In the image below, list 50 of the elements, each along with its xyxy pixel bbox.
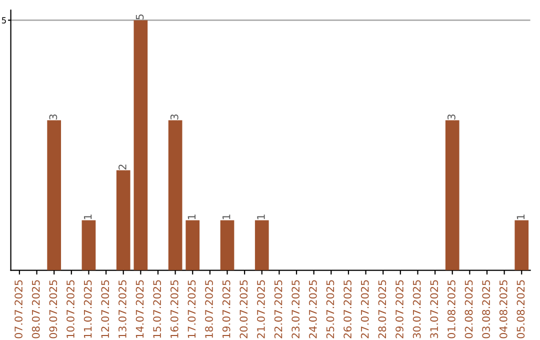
data-label: 5: [136, 14, 144, 20]
x-tick-label: 08.07.2025: [32, 280, 40, 338]
bar: [134, 20, 148, 270]
x-tick-label: 16.07.2025: [170, 280, 178, 338]
bar: [220, 220, 234, 270]
data-label: 1: [222, 214, 230, 220]
x-tick-label: 30.07.2025: [412, 280, 421, 338]
x-tick-label: 02.08.2025: [464, 280, 473, 338]
x-tick-label: 15.07.2025: [153, 280, 162, 338]
x-tick-label: 25.07.2025: [326, 280, 334, 338]
data-label: 1: [84, 214, 92, 220]
data-label: 3: [448, 114, 456, 120]
x-tick-label: 23.07.2025: [292, 280, 300, 338]
x-tick-label: 28.07.2025: [378, 280, 386, 338]
x-tick-label: 27.07.2025: [360, 280, 369, 338]
data-label: 2: [118, 164, 126, 170]
x-tick-label: 09.07.2025: [49, 280, 58, 338]
x-tick-label: 12.07.2025: [101, 280, 110, 338]
x-tick-label: 10.07.2025: [66, 280, 74, 338]
x-tick-label: 29.07.2025: [396, 280, 404, 338]
x-tick-label: 21.07.2025: [257, 280, 265, 338]
x-tick-label: 19.07.2025: [222, 280, 230, 338]
data-label: 3: [49, 114, 58, 120]
x-tick-label: 26.07.2025: [344, 280, 352, 338]
x-tick-label: 20.07.2025: [240, 280, 248, 338]
bar: [82, 220, 96, 270]
data-label: 3: [170, 114, 178, 120]
bar: [186, 220, 200, 270]
x-tick-label: 22.07.2025: [274, 280, 282, 338]
x-tick-label: 14.07.2025: [136, 280, 144, 338]
x-tick-label: 05.08.2025: [516, 280, 525, 338]
bar: [47, 120, 62, 270]
bar: [514, 220, 529, 270]
data-label: 1: [516, 214, 524, 220]
x-tick-label: 11.07.2025: [84, 280, 92, 338]
bar: [254, 220, 269, 270]
bar: [168, 120, 182, 270]
data-label: 1: [257, 214, 265, 220]
x-tick-label: 04.08.2025: [499, 280, 508, 338]
data-label: 1: [188, 214, 196, 220]
x-tick-label: 03.08.2025: [482, 280, 490, 338]
x-tick-label: 13.07.2025: [118, 280, 126, 338]
x-tick-label: 07.07.2025: [14, 280, 22, 338]
x-tick-label: 24.07.2025: [308, 280, 317, 338]
bar: [445, 120, 460, 270]
x-tick-label: 01.08.2025: [448, 280, 456, 338]
bar: [116, 170, 130, 270]
x-tick-label: 31.07.2025: [430, 280, 438, 338]
x-tick-label: 18.07.2025: [205, 280, 213, 338]
x-tick-label: 17.07.2025: [188, 280, 196, 338]
